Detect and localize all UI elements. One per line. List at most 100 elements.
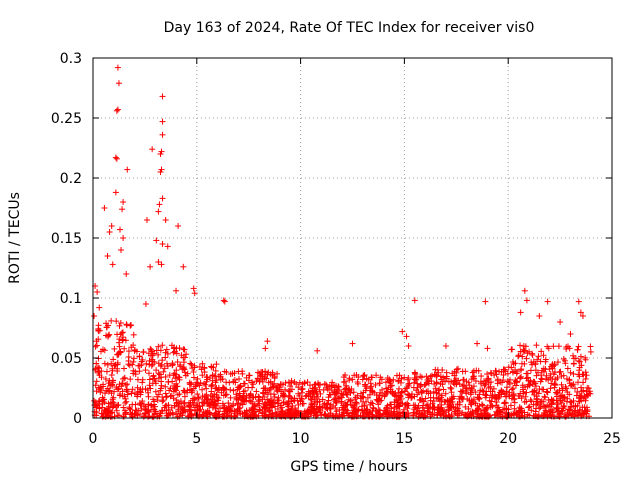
data-point	[391, 392, 398, 399]
data-point	[281, 393, 288, 400]
data-point	[574, 346, 581, 353]
data-point	[147, 345, 154, 352]
data-point	[462, 403, 469, 410]
data-point	[481, 406, 488, 413]
data-point	[220, 297, 227, 304]
data-point	[116, 412, 123, 419]
data-point	[110, 377, 117, 384]
data-point	[534, 413, 541, 420]
data-point	[173, 287, 180, 294]
data-point	[449, 395, 456, 402]
data-point	[118, 247, 125, 253]
data-point	[113, 318, 120, 325]
data-point	[520, 346, 527, 353]
data-point	[352, 399, 359, 406]
data-point	[465, 405, 472, 412]
data-point	[314, 391, 321, 398]
data-point	[522, 393, 529, 400]
data-point	[163, 394, 170, 401]
data-point	[543, 372, 550, 379]
data-point	[574, 379, 581, 386]
data-point	[460, 376, 467, 383]
data-point	[119, 337, 126, 344]
data-point	[91, 397, 98, 404]
data-point	[105, 388, 112, 395]
data-point	[199, 411, 206, 418]
data-point	[529, 381, 536, 388]
data-point	[174, 413, 181, 420]
data-point	[333, 408, 340, 415]
data-point	[310, 389, 317, 396]
data-point	[575, 357, 582, 364]
data-point	[163, 410, 170, 417]
data-point	[570, 381, 577, 388]
data-point	[122, 382, 129, 389]
data-point	[121, 365, 128, 372]
data-point	[436, 408, 443, 415]
data-point	[423, 373, 430, 380]
data-point	[173, 387, 180, 394]
data-point	[158, 261, 165, 268]
data-point	[284, 401, 291, 408]
data-point	[285, 410, 292, 417]
data-point	[578, 384, 585, 391]
data-point	[116, 322, 123, 329]
data-point	[323, 401, 330, 408]
data-point	[145, 393, 152, 400]
data-point	[500, 388, 507, 395]
data-point	[108, 360, 115, 367]
data-point	[93, 378, 100, 385]
data-point	[188, 380, 195, 387]
data-point	[277, 381, 284, 388]
data-point	[149, 146, 156, 153]
data-point	[117, 348, 124, 355]
data-point	[274, 370, 281, 377]
data-point	[171, 370, 178, 377]
data-point	[116, 336, 123, 343]
data-point	[517, 309, 524, 316]
data-point	[174, 399, 181, 406]
data-point	[162, 217, 169, 223]
data-point	[280, 399, 287, 406]
data-point	[344, 401, 351, 408]
data-point	[93, 388, 100, 395]
data-point	[121, 345, 128, 352]
data-point	[332, 389, 339, 396]
data-point	[311, 400, 318, 407]
data-point	[104, 253, 111, 259]
data-point	[92, 382, 99, 389]
data-point	[226, 403, 233, 410]
data-point	[155, 351, 162, 358]
data-point	[482, 298, 489, 305]
data-point	[298, 395, 305, 402]
data-point	[136, 368, 143, 375]
data-point	[360, 398, 367, 405]
data-point	[98, 374, 105, 381]
data-point	[267, 385, 274, 392]
data-point	[384, 389, 391, 396]
data-point	[150, 396, 157, 403]
data-point	[518, 360, 525, 367]
data-point	[295, 384, 302, 391]
data-point	[148, 346, 155, 353]
data-point	[255, 393, 262, 400]
data-point	[188, 361, 195, 368]
data-point	[535, 353, 542, 360]
data-point	[482, 391, 489, 398]
data-point	[361, 381, 368, 388]
data-point	[479, 402, 486, 409]
data-point	[487, 369, 494, 376]
data-point	[180, 387, 187, 394]
data-point	[173, 396, 180, 403]
data-point	[99, 413, 106, 420]
data-point	[112, 154, 119, 161]
data-point	[544, 389, 551, 396]
data-point	[215, 397, 222, 404]
data-point	[410, 402, 417, 409]
data-point	[370, 404, 377, 411]
data-point	[314, 399, 321, 406]
data-point	[106, 229, 113, 235]
data-point	[430, 388, 437, 395]
data-point	[582, 375, 589, 382]
y-tick-label: 0.25	[51, 111, 82, 127]
